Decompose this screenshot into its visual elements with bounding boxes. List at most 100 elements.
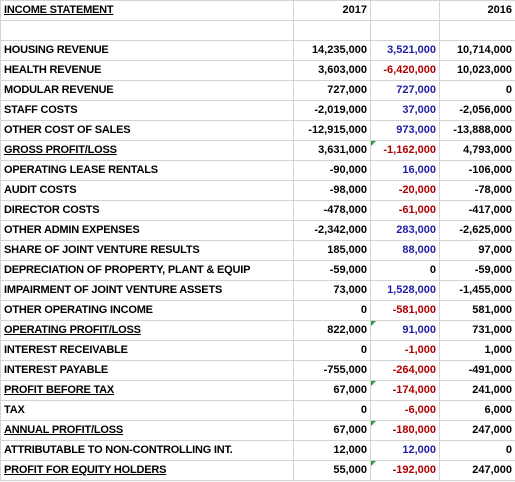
value-2016-cell[interactable]: 241,000 <box>439 380 515 401</box>
value-2016-cell[interactable]: -2,056,000 <box>439 100 515 121</box>
row-label[interactable]: INTEREST RECEIVABLE <box>0 340 294 361</box>
value-2016-cell[interactable]: -106,000 <box>439 160 515 181</box>
value-2016-cell[interactable]: -13,888,000 <box>439 120 515 141</box>
value-2016-cell[interactable]: 97,000 <box>439 240 515 261</box>
value-2016-cell[interactable]: 10,023,000 <box>439 60 515 81</box>
difference-cell[interactable]: -192,000 <box>370 460 440 481</box>
value-2016-cell[interactable]: -2,625,000 <box>439 220 515 241</box>
value-2016-cell[interactable]: 581,000 <box>439 300 515 321</box>
value-2016-cell[interactable]: 6,000 <box>439 400 515 421</box>
difference-cell[interactable]: -174,000 <box>370 380 440 401</box>
value-2017-cell[interactable]: 3,603,000 <box>293 60 371 81</box>
value-2017-cell[interactable]: 12,000 <box>293 440 371 461</box>
empty-cell[interactable] <box>293 20 371 41</box>
value-2017-cell[interactable]: -2,019,000 <box>293 100 371 121</box>
value-2017-cell[interactable]: 185,000 <box>293 240 371 261</box>
difference-cell[interactable]: 88,000 <box>370 240 440 261</box>
difference-cell[interactable]: 91,000 <box>370 320 440 341</box>
value-2016-cell[interactable]: -59,000 <box>439 260 515 281</box>
value-2016-cell[interactable]: 1,000 <box>439 340 515 361</box>
empty-cell[interactable] <box>439 20 515 41</box>
difference-cell[interactable]: -180,000 <box>370 420 440 441</box>
empty-header-cell[interactable] <box>370 0 440 21</box>
row-label[interactable]: OTHER ADMIN EXPENSES <box>0 220 294 241</box>
value-2016-cell[interactable]: -78,000 <box>439 180 515 201</box>
value-2016-cell[interactable]: 4,793,000 <box>439 140 515 161</box>
value-2017-cell[interactable]: 727,000 <box>293 80 371 101</box>
value-2017-cell[interactable]: 55,000 <box>293 460 371 481</box>
empty-cell[interactable] <box>370 20 440 41</box>
empty-cell[interactable] <box>0 20 294 41</box>
row-label[interactable]: DIRECTOR COSTS <box>0 200 294 221</box>
value-2017-cell[interactable]: 0 <box>293 340 371 361</box>
difference-cell[interactable]: -581,000 <box>370 300 440 321</box>
table-row: STAFF COSTS -2,019,000 37,000 -2,056,000 <box>0 100 515 121</box>
row-label[interactable]: MODULAR REVENUE <box>0 80 294 101</box>
row-label[interactable]: AUDIT COSTS <box>0 180 294 201</box>
row-label[interactable]: PROFIT FOR EQUITY HOLDERS <box>0 460 294 481</box>
value-2017-cell[interactable]: 67,000 <box>293 380 371 401</box>
difference-cell[interactable]: -6,420,000 <box>370 60 440 81</box>
row-label[interactable]: IMPAIRMENT OF JOINT VENTURE ASSETS <box>0 280 294 301</box>
difference-cell[interactable]: -6,000 <box>370 400 440 421</box>
value-2017-cell[interactable]: -755,000 <box>293 360 371 381</box>
row-label[interactable]: PROFIT BEFORE TAX <box>0 380 294 401</box>
difference-cell[interactable]: 973,000 <box>370 120 440 141</box>
row-label[interactable]: ATTRIBUTABLE TO NON-CONTROLLING INT. <box>0 440 294 461</box>
value-2017-cell[interactable]: -2,342,000 <box>293 220 371 241</box>
value-2016-cell[interactable]: 247,000 <box>439 420 515 441</box>
table-row: GROSS PROFIT/LOSS 3,631,000 -1,162,000 4,79… <box>0 140 515 161</box>
value-2017-cell[interactable]: 14,235,000 <box>293 40 371 61</box>
row-label[interactable]: INTEREST PAYABLE <box>0 360 294 381</box>
row-label[interactable]: OPERATING PROFIT/LOSS <box>0 320 294 341</box>
value-2017-cell[interactable]: -478,000 <box>293 200 371 221</box>
value-2016-cell[interactable]: 0 <box>439 80 515 101</box>
row-label[interactable]: HOUSING REVENUE <box>0 40 294 61</box>
difference-cell[interactable]: 283,000 <box>370 220 440 241</box>
value-2017-cell[interactable]: 67,000 <box>293 420 371 441</box>
value-2016-cell[interactable]: 247,000 <box>439 460 515 481</box>
row-label[interactable]: OTHER OPERATING INCOME <box>0 300 294 321</box>
value-2017-cell[interactable]: 0 <box>293 300 371 321</box>
value-2017-cell[interactable]: 0 <box>293 400 371 421</box>
value-2017-cell[interactable]: -98,000 <box>293 180 371 201</box>
year-2016-header[interactable]: 2016 <box>439 0 515 21</box>
table-row: OPERATING PROFIT/LOSS 822,000 91,000 731,00… <box>0 320 515 341</box>
row-label[interactable]: DEPRECIATION OF PROPERTY, PLANT & EQUIP <box>0 260 294 281</box>
value-2016-cell[interactable]: 0 <box>439 440 515 461</box>
row-label[interactable]: SHARE OF JOINT VENTURE RESULTS <box>0 240 294 261</box>
value-2017-cell[interactable]: 822,000 <box>293 320 371 341</box>
difference-cell[interactable]: 12,000 <box>370 440 440 461</box>
value-2016-cell[interactable]: -417,000 <box>439 200 515 221</box>
year-2017-header[interactable]: 2017 <box>293 0 371 21</box>
difference-cell[interactable]: -20,000 <box>370 180 440 201</box>
value-2016-cell[interactable]: -1,455,000 <box>439 280 515 301</box>
difference-cell[interactable]: -61,000 <box>370 200 440 221</box>
difference-cell[interactable]: 37,000 <box>370 100 440 121</box>
value-2017-cell[interactable]: -90,000 <box>293 160 371 181</box>
value-2016-cell[interactable]: 731,000 <box>439 320 515 341</box>
row-label[interactable]: GROSS PROFIT/LOSS <box>0 140 294 161</box>
row-label[interactable]: HEALTH REVENUE <box>0 60 294 81</box>
row-label[interactable]: TAX <box>0 400 294 421</box>
difference-cell[interactable]: -1,000 <box>370 340 440 361</box>
table-row: ANNUAL PROFIT/LOSS 67,000 -180,000 247,000 <box>0 420 515 441</box>
difference-cell[interactable]: 1,528,000 <box>370 280 440 301</box>
difference-cell[interactable]: 727,000 <box>370 80 440 101</box>
value-2016-cell[interactable]: -491,000 <box>439 360 515 381</box>
difference-cell[interactable]: -1,162,000 <box>370 140 440 161</box>
row-label[interactable]: STAFF COSTS <box>0 100 294 121</box>
value-2017-cell[interactable]: 73,000 <box>293 280 371 301</box>
row-label[interactable]: OTHER COST OF SALES <box>0 120 294 141</box>
value-2017-cell[interactable]: -59,000 <box>293 260 371 281</box>
difference-cell[interactable]: -264,000 <box>370 360 440 381</box>
value-2017-cell[interactable]: 3,631,000 <box>293 140 371 161</box>
row-label[interactable]: ANNUAL PROFIT/LOSS <box>0 420 294 441</box>
difference-cell[interactable]: 3,521,000 <box>370 40 440 61</box>
statement-title[interactable]: INCOME STATEMENT <box>0 0 294 21</box>
value-2017-cell[interactable]: -12,915,000 <box>293 120 371 141</box>
row-label[interactable]: OPERATING LEASE RENTALS <box>0 160 294 181</box>
value-2016-cell[interactable]: 10,714,000 <box>439 40 515 61</box>
difference-cell[interactable]: 16,000 <box>370 160 440 181</box>
difference-cell[interactable]: 0 <box>370 260 440 281</box>
